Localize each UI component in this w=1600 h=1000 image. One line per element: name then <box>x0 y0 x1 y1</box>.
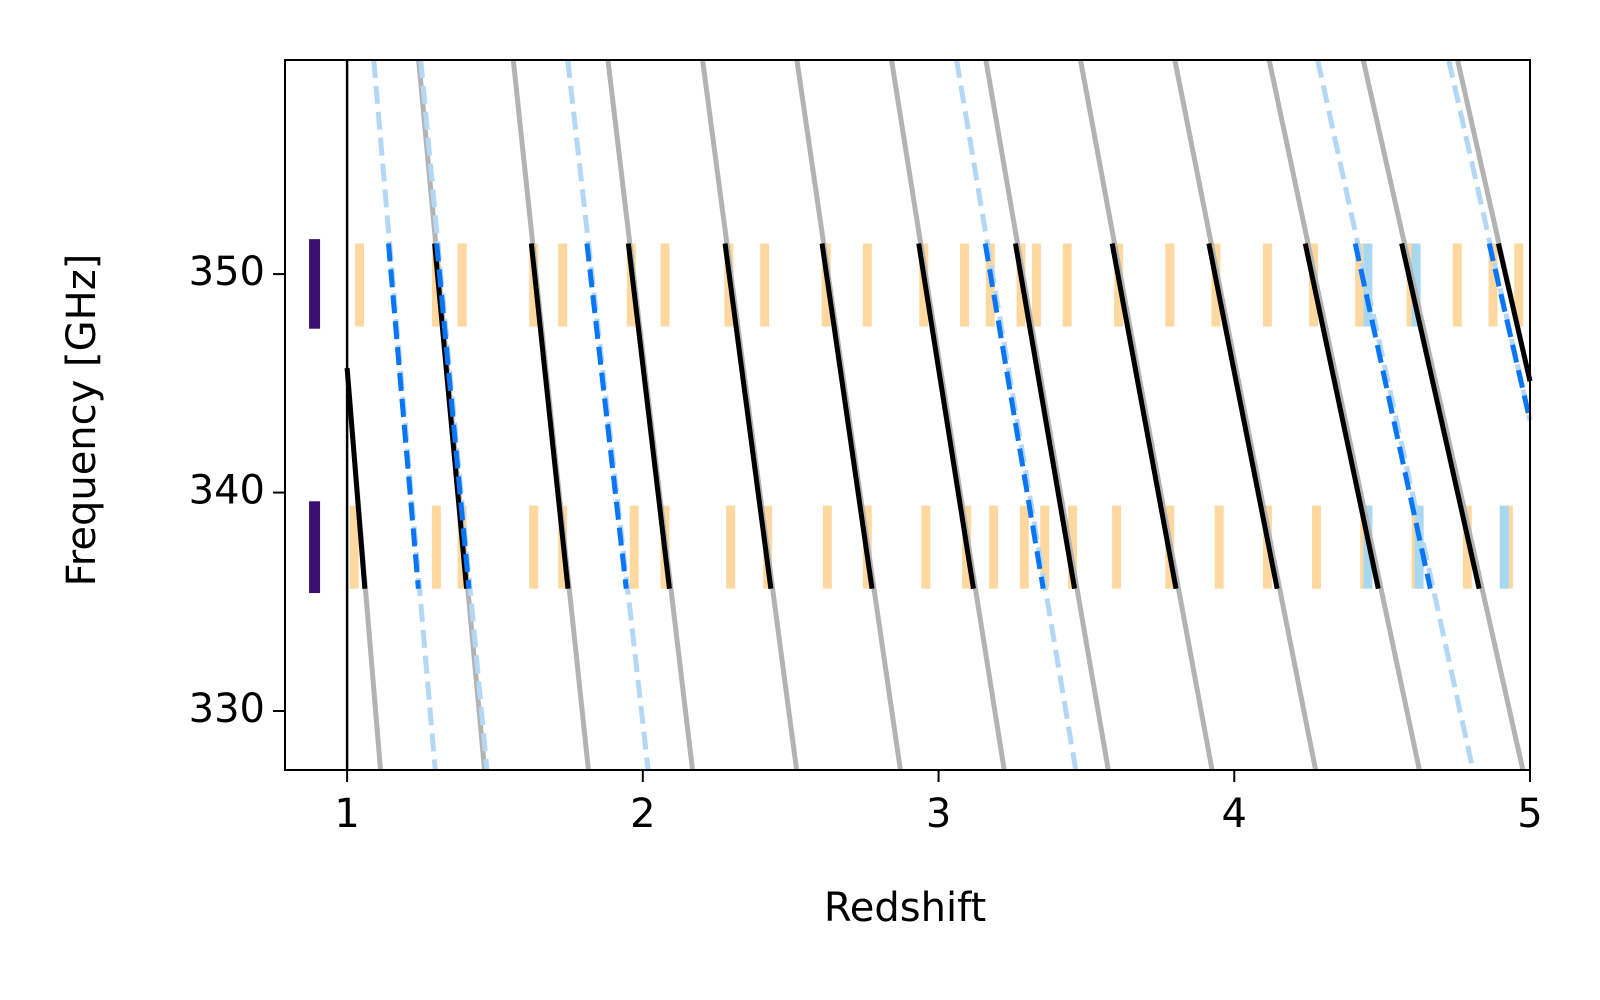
band-bar <box>1452 243 1462 327</box>
band-bar <box>1414 505 1424 589</box>
line <box>722 243 774 590</box>
line <box>565 59 651 771</box>
line <box>371 59 438 771</box>
band-bar <box>431 505 441 589</box>
line <box>1446 59 1533 422</box>
window-bar <box>309 239 321 329</box>
line <box>584 243 629 589</box>
band-bar <box>355 243 365 327</box>
line <box>982 243 1046 590</box>
line <box>1302 242 1381 590</box>
band-bar <box>760 243 770 327</box>
line <box>1360 59 1526 771</box>
x-tick-label: 4 <box>1222 791 1247 837</box>
band-bar <box>1031 243 1041 327</box>
band-bar <box>822 505 832 589</box>
band-bar <box>1311 505 1321 589</box>
band-bar <box>921 505 931 589</box>
band-bar <box>1363 243 1373 327</box>
band-bar <box>349 505 359 589</box>
band-bar <box>960 243 970 327</box>
band-bar <box>529 505 539 589</box>
band-bar <box>1040 505 1050 589</box>
line <box>1495 242 1533 382</box>
line <box>344 367 368 589</box>
line <box>1486 242 1533 422</box>
y-tick-label: 350 <box>189 249 265 295</box>
band-bar <box>558 243 568 327</box>
band-bar <box>629 505 639 589</box>
band-bar <box>1019 505 1029 589</box>
band-bar <box>1514 243 1524 327</box>
band-bar <box>1262 243 1272 327</box>
line <box>418 59 490 771</box>
line <box>386 243 421 589</box>
line <box>625 243 672 589</box>
band-bar <box>989 505 999 589</box>
line <box>1266 59 1422 771</box>
line <box>1399 242 1482 590</box>
band-bar <box>1355 243 1365 327</box>
band-bar <box>1068 505 1078 589</box>
line <box>1315 59 1476 771</box>
line <box>1109 243 1179 590</box>
band-bar <box>862 243 872 327</box>
line <box>434 243 472 589</box>
x-tick-label: 2 <box>630 791 655 837</box>
band-bar <box>457 243 467 327</box>
line <box>819 243 875 590</box>
band-bar <box>1112 505 1122 589</box>
y-axis-label: Frequency [GHz] <box>59 254 105 587</box>
plot-frame <box>284 59 1531 771</box>
band-bar <box>1062 243 1072 327</box>
band-bar <box>726 505 736 589</box>
band-bar <box>1488 243 1498 327</box>
line <box>954 59 1079 771</box>
line <box>916 243 976 590</box>
y-tick-label: 330 <box>189 686 265 732</box>
y-tick-label: 340 <box>189 468 265 514</box>
band-bar <box>1214 505 1224 589</box>
window-bar <box>309 501 321 594</box>
x-axis-label: Redshift <box>824 885 986 931</box>
band-bar <box>1499 505 1509 589</box>
line <box>528 243 571 589</box>
line <box>1352 242 1433 590</box>
x-tick-label: 1 <box>334 791 359 837</box>
band-bar <box>1165 243 1175 327</box>
x-tick-label: 5 <box>1517 791 1542 837</box>
x-tick-label: 3 <box>926 791 951 837</box>
line <box>1206 243 1280 590</box>
line <box>1012 243 1078 590</box>
band-bar <box>660 243 670 327</box>
